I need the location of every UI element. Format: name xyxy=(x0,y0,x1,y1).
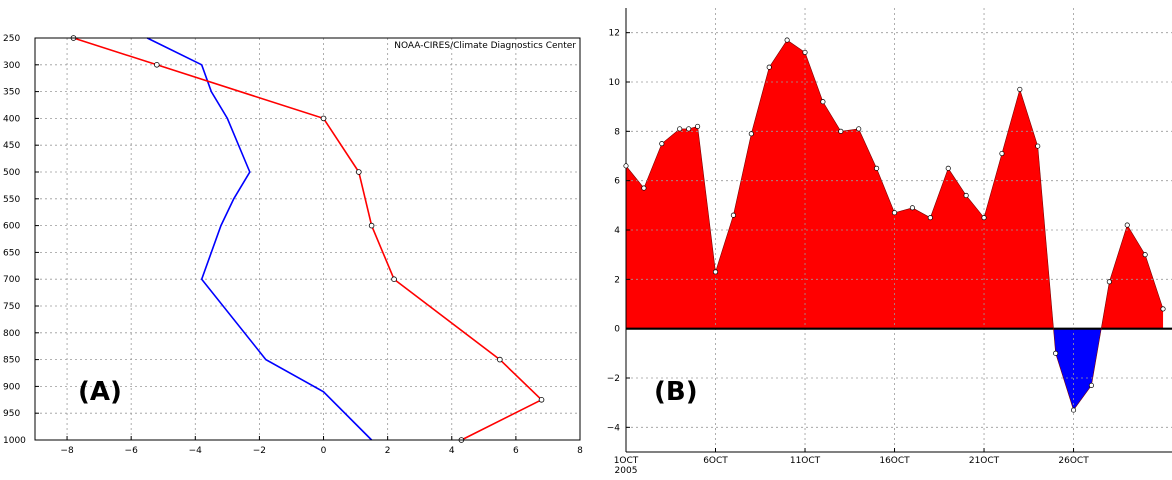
chart-b-point xyxy=(838,128,844,134)
chart-a-ytick-label: 900 xyxy=(3,382,20,392)
chart-b-point xyxy=(802,49,808,55)
chart-b-point xyxy=(677,126,683,132)
chart-a-xtick-label: 2 xyxy=(385,446,391,456)
chart-a-ytick-label: 300 xyxy=(3,61,20,71)
chart-a-ytick-label: 700 xyxy=(3,275,20,285)
chart-b-point xyxy=(1053,350,1059,356)
chart-a-series-2-line xyxy=(73,37,543,441)
chart-a-ytick-label: 1000 xyxy=(3,436,26,446)
chart-a-xtick-label: −8 xyxy=(60,446,74,456)
chart-a-frame xyxy=(34,37,581,441)
chart-b-point xyxy=(891,210,898,216)
chart-b-point xyxy=(623,163,629,169)
chart-b-point xyxy=(1070,407,1077,413)
chart-a-ytick-label: 850 xyxy=(3,356,20,366)
chart-b-point xyxy=(927,215,933,221)
chart-b-xtick-sublabel: 2005 xyxy=(615,466,638,476)
chart-a-ytick-label: 450 xyxy=(3,141,20,151)
chart-a-ytick-label: 950 xyxy=(3,409,20,419)
chart-b-xtick-label: 1OCT xyxy=(614,456,639,466)
chart-b-point xyxy=(963,192,969,199)
chart-a-xtick-label: −2 xyxy=(253,446,266,456)
chart-a-ytick-label: 400 xyxy=(3,114,20,124)
chart-a-annotation: NOAA-CIRES/Climate Diagnostics Center xyxy=(394,41,576,51)
chart-a-xtick-label: −4 xyxy=(189,446,203,456)
chart-a-ytick-label: 600 xyxy=(3,222,20,232)
chart-b-point xyxy=(999,150,1005,157)
chart-a-xtick-label: −6 xyxy=(125,446,139,456)
chart-b-point xyxy=(784,37,790,43)
chart-b-point xyxy=(695,123,701,129)
chart-a-panel-label: (A) xyxy=(78,377,122,407)
chart-b-xtick-label: 6OCT xyxy=(703,456,728,466)
chart-b-point xyxy=(712,269,719,275)
chart-a-ytick-label: 750 xyxy=(3,302,20,312)
chart-b-ytick-label: 8 xyxy=(614,127,620,137)
chart-a-xtick-label: 6 xyxy=(513,446,519,456)
chart-b-point xyxy=(874,165,880,171)
chart-a-series-1-line xyxy=(146,37,373,441)
chart-b-point xyxy=(641,185,647,191)
chart-a-ytick-label: 550 xyxy=(3,195,20,205)
chart-a-series-2-point xyxy=(497,356,503,363)
chart-b-ytick-label: −2 xyxy=(607,374,620,384)
chart-a-ytick-label: 250 xyxy=(3,34,20,44)
chart-b-xtick-label: 21OCT xyxy=(969,456,1000,466)
chart-b-ytick-label: −4 xyxy=(607,423,621,433)
chart-b-point xyxy=(686,126,692,132)
chart-b-ytick-label: 2 xyxy=(614,275,620,285)
chart-b-point xyxy=(1106,279,1112,285)
chart-a-ytick-label: 800 xyxy=(3,329,20,339)
chart-b-point xyxy=(748,131,754,137)
chart-b-point xyxy=(1124,222,1130,228)
chart-b-point xyxy=(820,99,826,105)
chart-b-point xyxy=(1142,252,1148,258)
chart-b-point xyxy=(766,64,772,70)
chart-b: −4 −2 0 2 4 6 8 10 12 1OCT 2005 6OCT 11OCT 16OCT 21OC… xyxy=(590,0,1172,476)
chart-a-series-2-point xyxy=(154,62,160,68)
chart-b-point xyxy=(945,165,951,171)
chart-b-point xyxy=(1160,306,1166,312)
chart-b-xtick-label: 26OCT xyxy=(1058,456,1089,466)
chart-b-ytick-label: 0 xyxy=(614,325,620,335)
chart-a-series-2-point xyxy=(320,115,327,122)
chart-b-ytick-label: 10 xyxy=(609,78,621,88)
chart-b-xtick-label: 11OCT xyxy=(790,456,821,466)
chart-a-ytick-label: 350 xyxy=(3,88,20,98)
chart-b-xtick-label: 16OCT xyxy=(879,456,910,466)
chart-a-ytick-label: 500 xyxy=(3,168,20,178)
chart-b-point xyxy=(909,205,915,211)
chart-a-xtick-label: 8 xyxy=(577,446,583,456)
chart-b-point xyxy=(659,141,665,147)
chart-b-point xyxy=(856,126,862,132)
chart-b-point xyxy=(1017,86,1023,92)
chart-b-point xyxy=(1035,143,1041,149)
chart-b-ytick-label: 4 xyxy=(614,226,620,236)
chart-a-series-2-point xyxy=(355,169,362,175)
chart-a-xtick-label: 0 xyxy=(321,446,327,456)
chart-b-positive-area xyxy=(626,40,1164,329)
chart-a-ytick-label: 650 xyxy=(3,248,20,258)
chart-a-xtick-label: 4 xyxy=(449,446,455,456)
chart-b-ytick-label: 6 xyxy=(614,177,620,187)
chart-b-series-line xyxy=(625,39,1164,411)
chart-a-svg: 250 300 350 400 450 500 550 600 650 700 750 800 850 9… xyxy=(3,34,583,456)
chart-a-series-2-point xyxy=(538,396,545,403)
chart-a: 250 300 350 400 450 500 550 600 650 700 750 800 850 9… xyxy=(0,0,590,476)
chart-a-series-2-point xyxy=(368,222,375,229)
chart-b-point xyxy=(730,212,736,218)
chart-b-point xyxy=(1088,382,1094,388)
chart-b-ytick-label: 12 xyxy=(609,29,620,39)
chart-b-panel-label: (B) xyxy=(654,377,698,407)
chart-a-series-2-point xyxy=(391,276,397,283)
chart-b-point xyxy=(981,215,987,221)
